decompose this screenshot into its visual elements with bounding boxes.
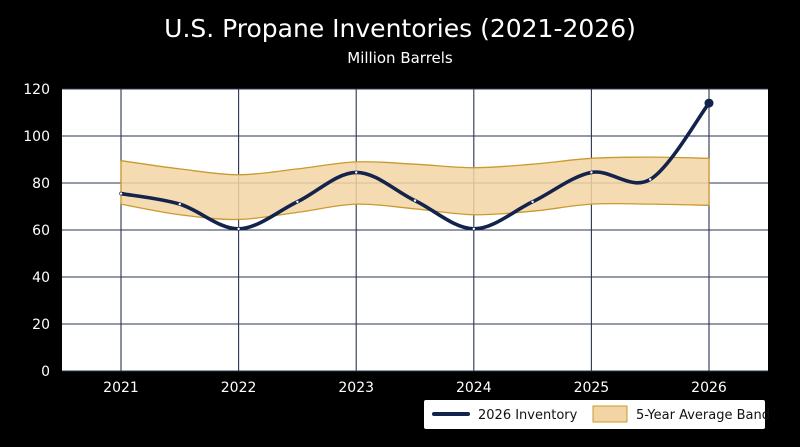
series-point-2021.5 bbox=[178, 202, 181, 206]
series-point-2022 bbox=[237, 227, 240, 231]
legend-label-inventory: 2026 Inventory bbox=[478, 408, 578, 423]
x-tick-label-2024: 2024 bbox=[456, 380, 492, 396]
legend-label-band: 5-Year Average Band bbox=[636, 408, 770, 423]
y-tick-label-80: 80 bbox=[32, 176, 50, 192]
series-point-2026 bbox=[704, 98, 714, 108]
y-tick-label-120: 120 bbox=[23, 82, 50, 98]
legend-swatch-band bbox=[592, 405, 628, 423]
series-point-2025 bbox=[590, 171, 593, 174]
x-tick-label-2025: 2025 bbox=[574, 380, 610, 396]
y-tick-label-20: 20 bbox=[32, 317, 50, 333]
y-axis: 0 20 40 60 80 100 120 bbox=[23, 82, 50, 380]
series-point-2023.5 bbox=[413, 199, 417, 202]
series-point-2022.5 bbox=[296, 200, 299, 203]
x-tick-label-2023: 2023 bbox=[338, 380, 374, 396]
y-tick-label-0: 0 bbox=[41, 364, 50, 380]
x-tick-label-2021: 2021 bbox=[103, 380, 139, 396]
series-point-2024.5 bbox=[531, 200, 534, 203]
x-tick-label-2022: 2022 bbox=[221, 380, 257, 396]
x-tick-label-2026: 2026 bbox=[691, 380, 727, 396]
y-tick-label-100: 100 bbox=[23, 129, 50, 145]
y-tick-label-40: 40 bbox=[32, 270, 50, 286]
x-axis: 2021 2022 2023 2024 2025 2026 bbox=[103, 380, 727, 396]
chart-title: U.S. Propane Inventories (2021-2026) bbox=[164, 14, 636, 43]
series-point-2023 bbox=[355, 171, 358, 174]
band-layer bbox=[120, 156, 710, 221]
band-lower-edge bbox=[120, 202, 710, 221]
series-layer bbox=[119, 98, 714, 231]
y-tick-label-60: 60 bbox=[32, 223, 50, 239]
legend: 2026 Inventory 5-Year Average Band bbox=[424, 400, 770, 429]
chart-subtitle: Million Barrels bbox=[347, 49, 453, 67]
series-point-2024 bbox=[472, 227, 475, 231]
series-point-2025.5 bbox=[649, 178, 652, 181]
band-upper-edge bbox=[120, 156, 710, 176]
series-point-2021 bbox=[119, 192, 123, 195]
